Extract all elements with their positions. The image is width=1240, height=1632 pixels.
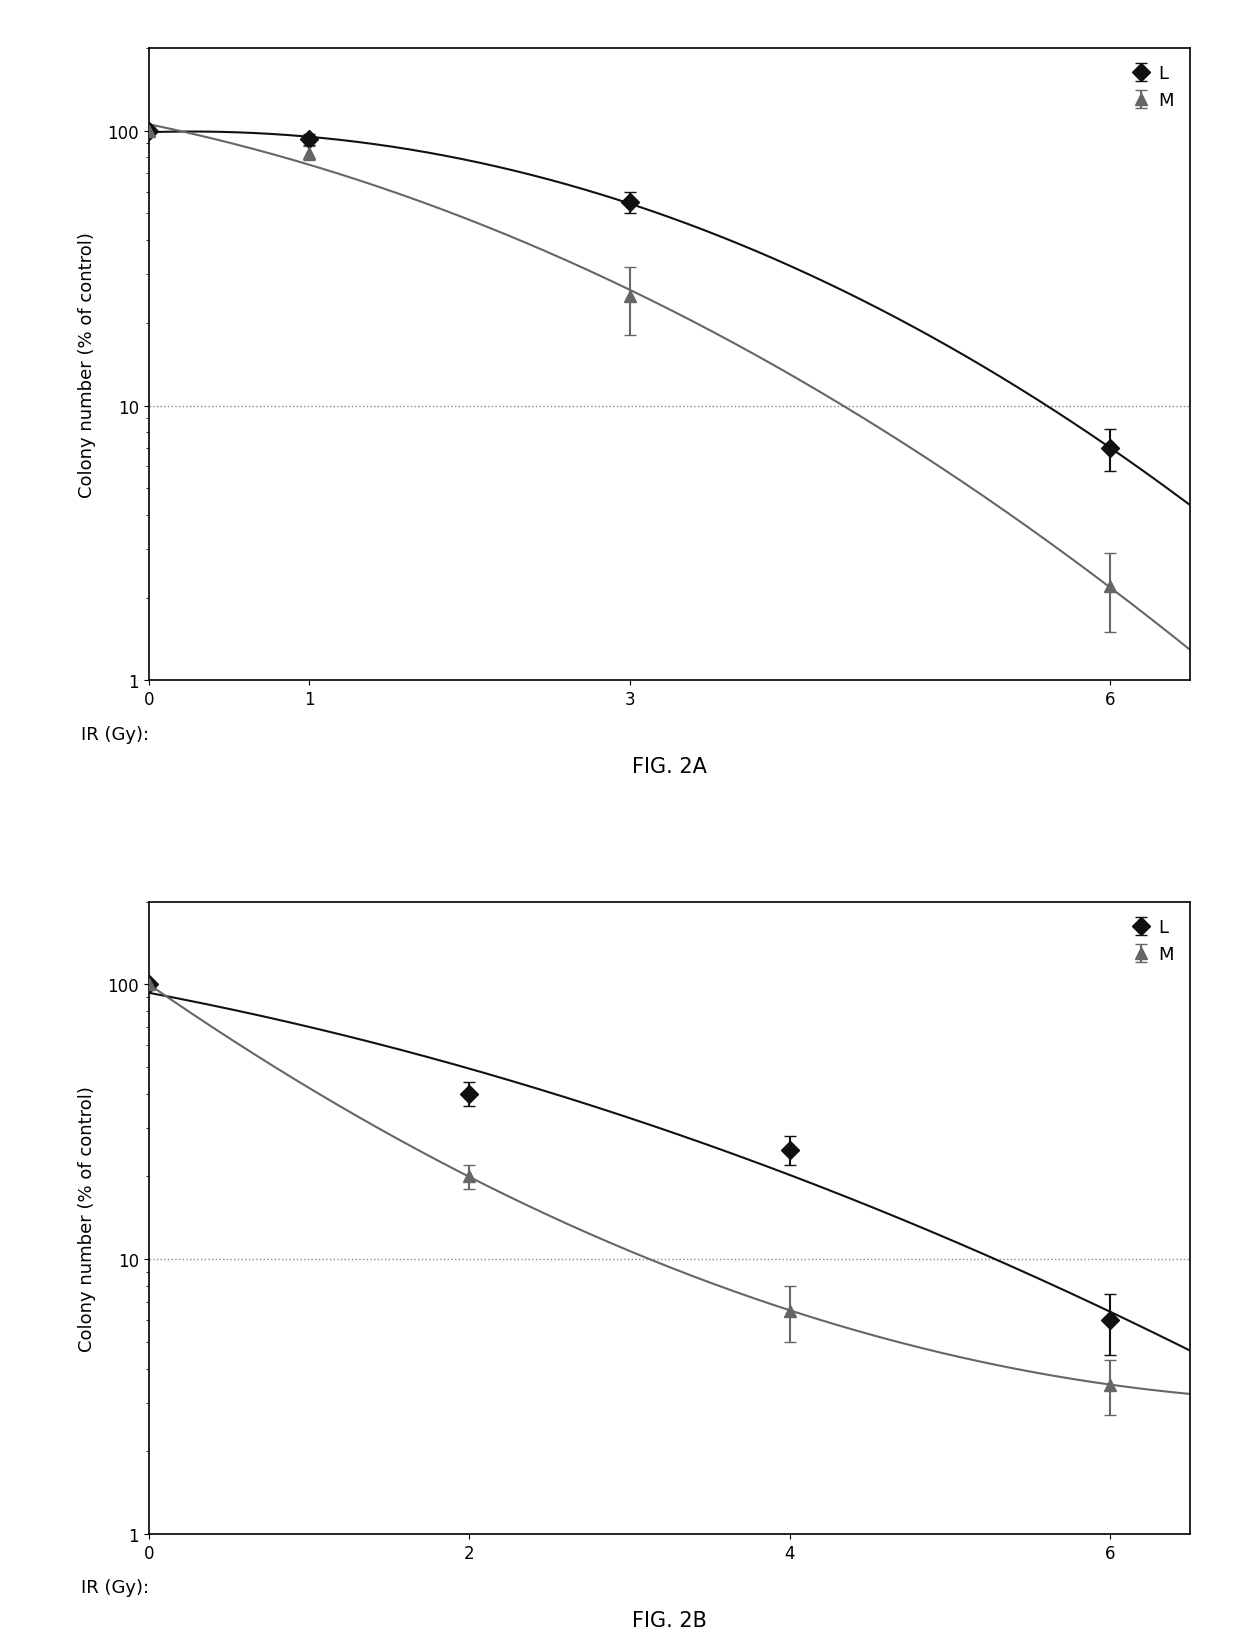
Text: FIG. 2A: FIG. 2A	[632, 757, 707, 777]
Legend: L, M: L, M	[1122, 911, 1182, 971]
Text: IR (Gy):: IR (Gy):	[81, 725, 149, 743]
Y-axis label: Colony number (% of control): Colony number (% of control)	[78, 232, 97, 498]
Y-axis label: Colony number (% of control): Colony number (% of control)	[78, 1085, 97, 1351]
Legend: L, M: L, M	[1122, 59, 1182, 118]
Text: FIG. 2B: FIG. 2B	[632, 1609, 707, 1630]
Text: IR (Gy):: IR (Gy):	[81, 1578, 149, 1596]
